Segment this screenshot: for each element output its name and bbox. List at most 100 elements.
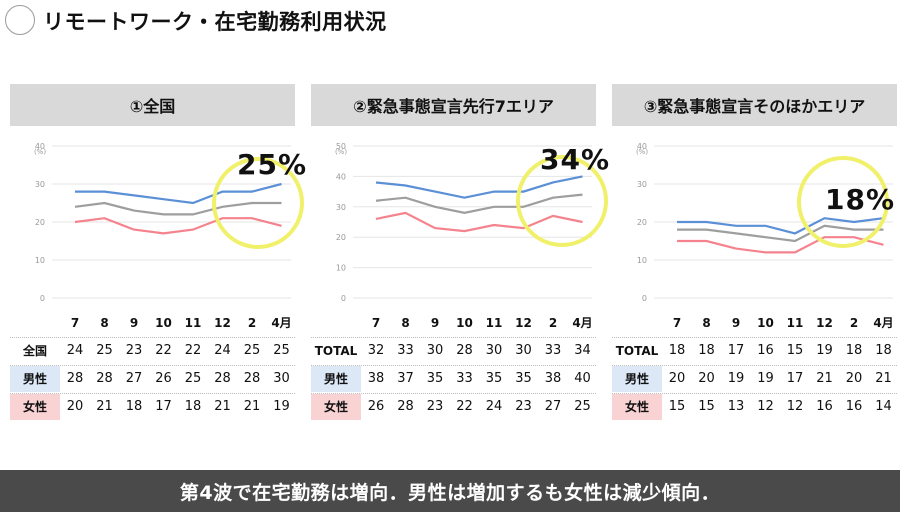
y-tick-label: 10 <box>336 264 346 273</box>
row-divider <box>311 393 596 394</box>
month-header-cell: 12 <box>214 316 231 330</box>
table-cell: 35 <box>485 371 503 386</box>
row-label: TOTAL <box>615 344 659 358</box>
month-header-cell: 8 <box>100 316 109 330</box>
table-cell: 18 <box>184 399 202 414</box>
table-cell: 33 <box>544 343 562 358</box>
table-cell: 18 <box>698 343 715 358</box>
table-row-total: TOTAL 32 33 30 28 30 30 33 34 <box>311 338 596 364</box>
table-row-female: 女性 26 28 23 22 24 23 27 25 <box>311 394 596 420</box>
table-row-thead: 7 8 9 10 11 12 2 4月 <box>311 310 596 336</box>
table-cell: 18 <box>668 343 686 358</box>
row-label: TOTAL <box>314 344 358 358</box>
table-row-total: TOTAL 18 18 17 16 15 19 18 18 <box>612 338 897 364</box>
table-cell: 30 <box>273 371 290 386</box>
table-cell: 21 <box>875 371 892 386</box>
month-header-cell: 10 <box>456 316 473 330</box>
chart-panel-2: ②緊急事態宣言先行7エリア (%) 0 10 20 30 40 50 7 8 9 10 11 12 2 4月 T… <box>311 84 596 429</box>
y-tick-label: 10 <box>637 256 647 265</box>
row-divider <box>10 365 295 366</box>
table-cell: 20 <box>66 399 84 414</box>
month-header-cell: 12 <box>816 316 833 330</box>
table-cell: 15 <box>786 343 804 358</box>
table-cell: 38 <box>544 371 562 386</box>
y-tick-label: 20 <box>35 218 45 227</box>
row-label: 男性 <box>10 366 60 392</box>
chart-panel-1: ①全国 (%) 0 10 20 30 40 7 8 9 10 11 12 2 4月 全国 24 25 23 22 22 2… <box>10 84 295 429</box>
series-line-male <box>677 217 884 235</box>
table-cell: 25 <box>574 399 591 414</box>
table-cell: 17 <box>727 343 745 358</box>
title-circle-icon <box>5 5 35 35</box>
page-title: リモートワーク・在宅勤務利用状況 <box>43 10 387 34</box>
table-cell: 14 <box>875 399 892 414</box>
y-tick-label: 0 <box>642 294 647 303</box>
table-cell: 33 <box>397 343 414 358</box>
y-tick-label: 40 <box>336 172 346 181</box>
table-cell: 28 <box>66 371 84 386</box>
y-tick-label: 0 <box>341 294 346 303</box>
table-row-male: 男性 20 20 19 19 17 21 20 21 <box>612 366 897 392</box>
y-tick-label: 30 <box>637 180 647 189</box>
table-cell: 27 <box>125 371 143 386</box>
table-cell: 26 <box>155 371 172 386</box>
table-cell: 23 <box>125 343 143 358</box>
table-cell: 19 <box>273 399 290 414</box>
table-cell: 22 <box>184 343 202 358</box>
row-divider <box>311 365 596 366</box>
table-cell: 28 <box>456 343 473 358</box>
table-cell: 26 <box>367 399 385 414</box>
row-divider <box>612 393 897 394</box>
table-row-male: 男性 38 37 35 33 35 35 38 40 <box>311 366 596 392</box>
month-header-cell: 7 <box>371 316 381 330</box>
table-cell: 15 <box>698 399 715 414</box>
table-cell: 40 <box>574 371 591 386</box>
table-row-male: 男性 28 28 27 26 25 28 28 30 <box>10 366 295 392</box>
table-cell: 12 <box>757 399 774 414</box>
row-label: 全国 <box>22 344 47 358</box>
table-row-thead: 7 8 9 10 11 12 2 4月 <box>612 310 897 336</box>
callout-value: 34% <box>540 143 611 176</box>
series-line-male <box>375 175 583 199</box>
table-cell: 32 <box>367 343 385 358</box>
row-divider <box>10 337 295 338</box>
table-cell: 21 <box>816 371 833 386</box>
callout-value: 25% <box>237 148 308 181</box>
table-cell: 28 <box>397 399 414 414</box>
table-cell: 22 <box>155 343 172 358</box>
table-cell: 23 <box>515 399 532 414</box>
month-header-cell: 4月 <box>271 316 292 330</box>
table-cell: 34 <box>574 343 591 358</box>
table-cell: 18 <box>845 343 863 358</box>
y-unit-label: (%) <box>34 148 46 156</box>
table-cell: 35 <box>515 371 532 386</box>
y-unit-label: (%) <box>335 148 347 156</box>
series-line-female <box>375 211 583 233</box>
month-header-cell: 2 <box>247 316 257 330</box>
table-cell: 37 <box>397 371 414 386</box>
table-cell: 17 <box>155 399 172 414</box>
table-cell: 35 <box>426 371 444 386</box>
chart-panel-3: ③緊急事態宣言そのほかエリア (%) 0 10 20 30 40 7 8 9 10 11 12 2 4月 TO… <box>612 84 897 429</box>
month-header-cell: 12 <box>515 316 532 330</box>
series-line-total <box>74 201 282 216</box>
series-line-total <box>375 193 583 215</box>
table-cell: 12 <box>786 399 804 414</box>
panel-header: ①全国 <box>10 84 295 126</box>
table-cell: 28 <box>96 371 113 386</box>
series-line-female <box>74 217 282 235</box>
table-cell: 18 <box>875 343 892 358</box>
month-header-cell: 9 <box>129 316 139 330</box>
month-header-cell: 9 <box>731 316 741 330</box>
month-header-cell: 10 <box>757 316 774 330</box>
table-row-thead: 7 8 9 10 11 12 2 4月 <box>10 310 295 336</box>
table-cell: 16 <box>757 343 774 358</box>
table-cell: 20 <box>845 371 863 386</box>
y-tick-label: 20 <box>336 233 346 242</box>
table-cell: 16 <box>845 399 863 414</box>
month-header-cell: 10 <box>155 316 172 330</box>
month-header-cell: 7 <box>672 316 682 330</box>
month-header-cell: 4月 <box>873 316 894 330</box>
y-tick-label: 20 <box>637 218 647 227</box>
table-cell: 24 <box>485 399 503 414</box>
